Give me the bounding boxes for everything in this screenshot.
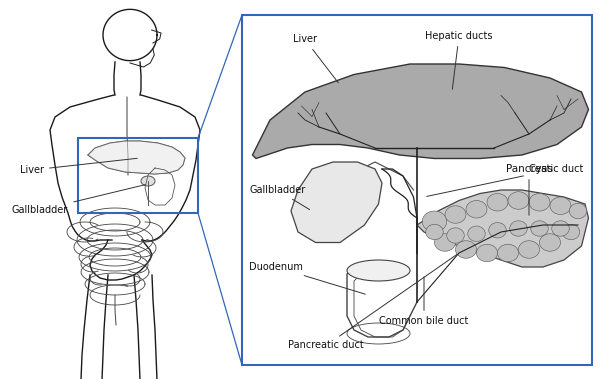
Ellipse shape [141,176,155,186]
Ellipse shape [445,206,466,223]
Ellipse shape [434,234,455,251]
Bar [78,138,198,213]
Ellipse shape [455,241,476,258]
Ellipse shape [347,260,410,281]
Ellipse shape [466,200,487,218]
Ellipse shape [510,221,527,236]
Bar [242,15,592,365]
Text: Liver: Liver [20,158,137,175]
Ellipse shape [562,224,580,240]
Text: Hepatic ducts: Hepatic ducts [425,31,493,89]
Ellipse shape [489,222,506,238]
Ellipse shape [552,221,569,236]
Ellipse shape [518,241,539,258]
Polygon shape [291,162,382,243]
Ellipse shape [447,228,464,243]
Ellipse shape [497,244,518,262]
Ellipse shape [426,224,443,240]
Ellipse shape [539,234,560,251]
Text: Liver: Liver [293,34,338,83]
Ellipse shape [569,203,587,219]
Ellipse shape [550,197,571,215]
Text: Gallbladder: Gallbladder [12,185,145,215]
Ellipse shape [531,221,548,236]
Polygon shape [417,190,589,267]
Text: Gallbladder: Gallbladder [249,185,310,210]
Ellipse shape [508,192,529,209]
Text: Pancreatic duct: Pancreatic duct [288,255,457,351]
Text: Cystic duct: Cystic duct [427,164,583,196]
Ellipse shape [476,244,497,262]
Polygon shape [253,64,589,158]
Text: Pancreas: Pancreas [506,164,553,215]
Text: Duodenum: Duodenum [249,262,365,294]
Polygon shape [88,141,185,174]
Ellipse shape [529,194,550,211]
Text: Common bile duct: Common bile duct [379,277,469,326]
Ellipse shape [468,226,485,241]
Ellipse shape [422,211,447,232]
Ellipse shape [487,194,508,211]
